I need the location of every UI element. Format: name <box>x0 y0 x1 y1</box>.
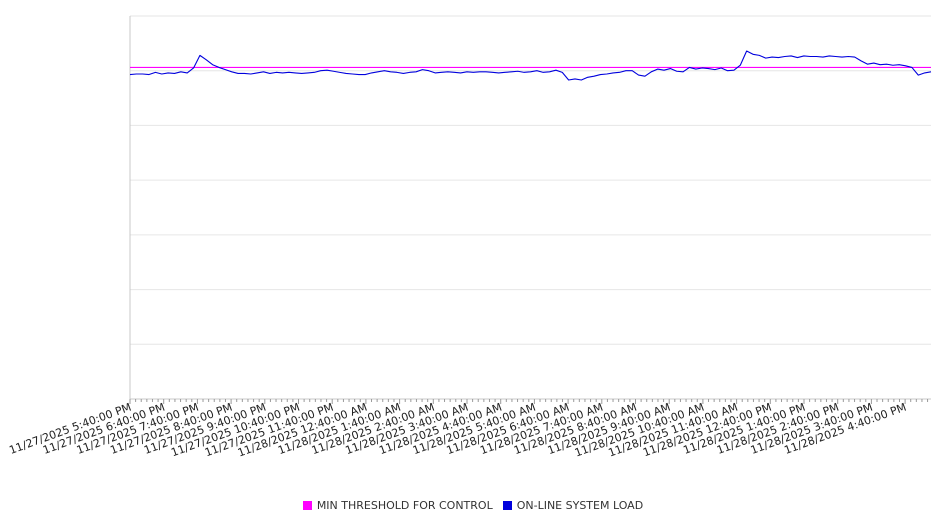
series-lines <box>129 50 932 81</box>
x-axis-ticks <box>129 399 929 404</box>
series-line-system-load <box>129 50 932 81</box>
axes <box>129 16 931 400</box>
legend-swatch-threshold <box>302 501 312 510</box>
legend-swatch-system-load <box>502 501 512 510</box>
legend-label-threshold: MIN THRESHOLD FOR CONTROL <box>316 499 493 512</box>
legend-label-system-load: ON-LINE SYSTEM LOAD <box>516 499 644 512</box>
legend: MIN THRESHOLD FOR CONTROL ON-LINE SYSTEM… <box>0 499 946 512</box>
legend-item-threshold[interactable]: MIN THRESHOLD FOR CONTROL <box>302 499 493 512</box>
grid-lines <box>130 15 931 345</box>
legend-item-system-load[interactable]: ON-LINE SYSTEM LOAD <box>502 499 644 512</box>
